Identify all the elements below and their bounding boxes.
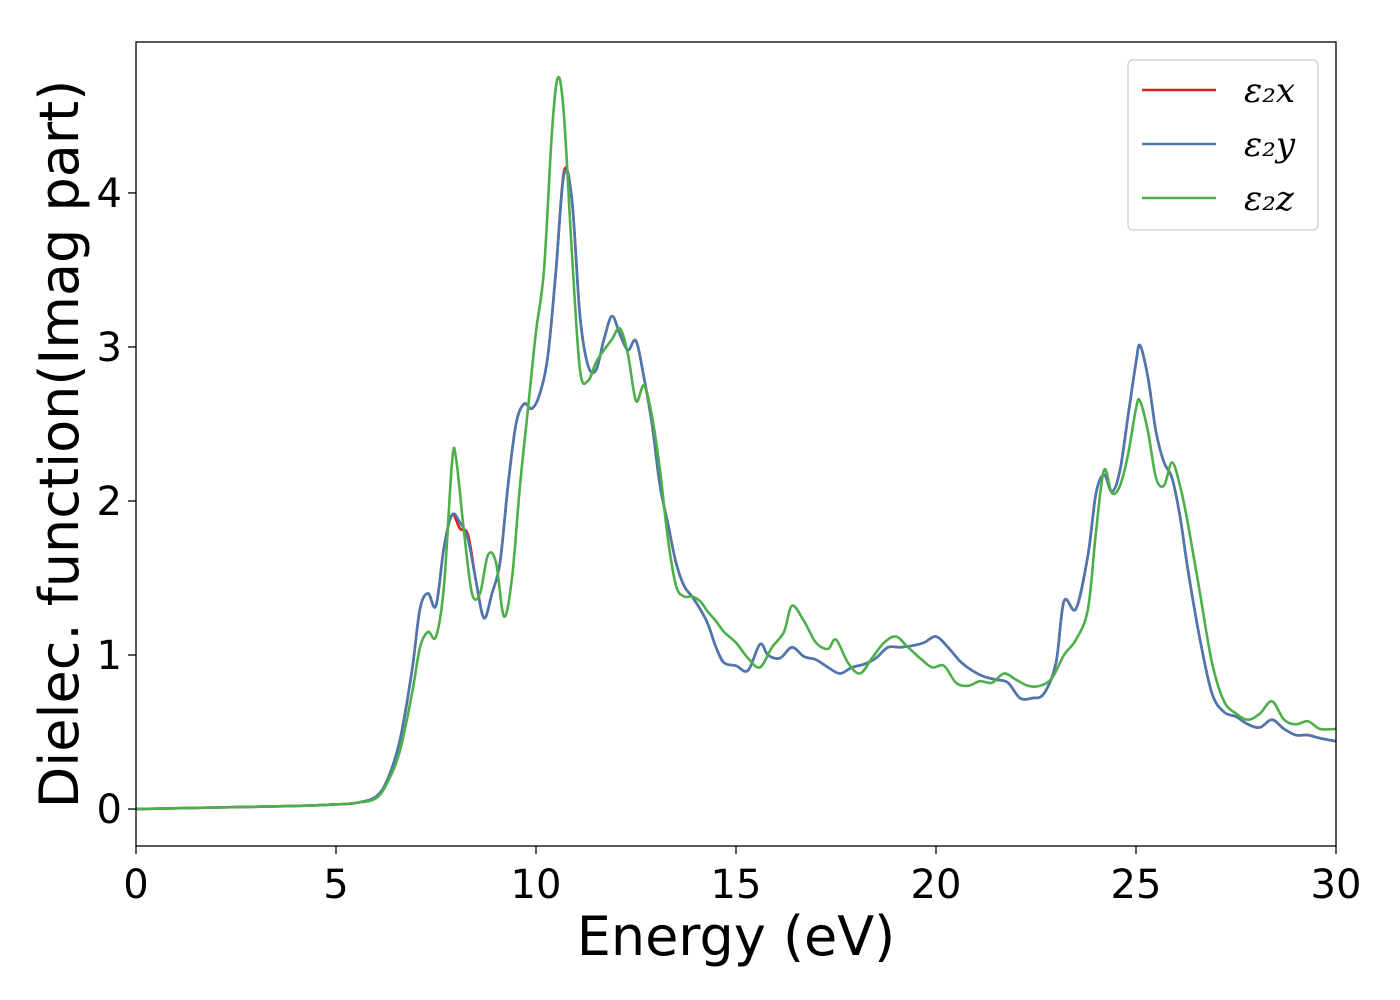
y-tick-label: 0 xyxy=(97,787,122,833)
y-tick-label: 1 xyxy=(97,633,122,679)
legend-label: ε₂x xyxy=(1244,71,1295,111)
x-axis: 0 5 10 15 20 25 30 xyxy=(123,846,1361,908)
series-layer xyxy=(136,75,1336,811)
x-axis-label: Energy (eV) xyxy=(577,905,896,968)
legend: ε₂x ε₂y ε₂z xyxy=(1127,59,1319,231)
y-axis-label: Dielec. function(Imag part) xyxy=(28,80,91,809)
x-tick-label: 10 xyxy=(511,862,562,908)
x-tick-label: 20 xyxy=(911,862,962,908)
x-tick-label: 30 xyxy=(1311,862,1362,908)
series-line-3 xyxy=(136,75,1336,811)
x-tick-label: 0 xyxy=(123,862,148,908)
y-axis: 0 1 2 3 4 xyxy=(97,171,136,833)
legend-label: ε₂y xyxy=(1244,125,1296,165)
y-tick-label: 4 xyxy=(97,171,122,217)
legend-label: ε₂z xyxy=(1244,179,1295,219)
y-tick-label: 2 xyxy=(97,479,122,525)
x-tick-label: 15 xyxy=(711,862,762,908)
y-tick-label: 3 xyxy=(97,325,122,371)
x-tick-label: 5 xyxy=(323,862,348,908)
legend-box xyxy=(1127,59,1319,231)
x-tick-label: 25 xyxy=(1111,862,1162,908)
